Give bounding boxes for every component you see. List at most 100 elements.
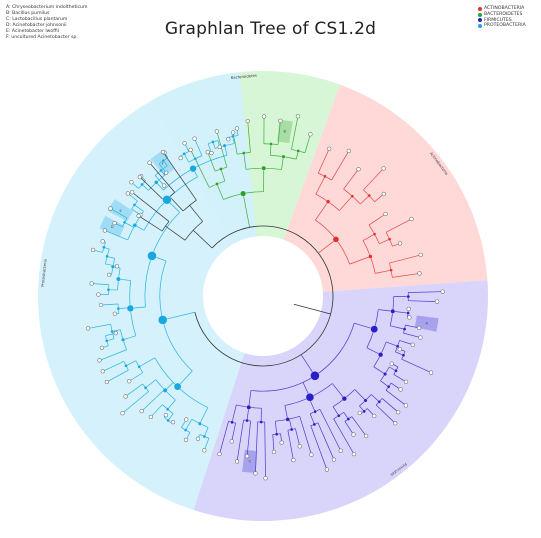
leaf-node bbox=[417, 271, 422, 276]
leaf-node bbox=[184, 417, 189, 422]
internal-branch bbox=[392, 310, 409, 314]
leaf-node bbox=[129, 180, 134, 185]
leaf-branch bbox=[219, 421, 229, 455]
proteobacteria-color-dot bbox=[478, 24, 482, 29]
leaf-branch bbox=[231, 423, 236, 442]
leaf-node bbox=[108, 206, 113, 211]
internal-node bbox=[154, 180, 159, 185]
internal-node bbox=[126, 304, 134, 312]
internal-node bbox=[368, 254, 373, 259]
leaf-branch bbox=[149, 162, 175, 193]
bacteroidetes-label: Bacteroidetes bbox=[230, 73, 257, 80]
leaf-node bbox=[397, 241, 403, 246]
internal-branch bbox=[309, 413, 315, 425]
internal-node bbox=[401, 353, 406, 358]
internal-node bbox=[377, 399, 381, 404]
leaf-node bbox=[205, 149, 210, 155]
leaf-node bbox=[396, 410, 401, 415]
leaf-node bbox=[125, 191, 130, 196]
firmicutes-color-dot bbox=[478, 18, 482, 23]
internal-node bbox=[219, 167, 223, 171]
leaf-node bbox=[113, 330, 118, 336]
internal-branch bbox=[366, 347, 381, 356]
internal-node bbox=[102, 245, 106, 250]
leaf-node bbox=[160, 149, 166, 155]
internal-branch bbox=[145, 379, 157, 389]
leaf-node bbox=[106, 272, 112, 277]
leaf-branch bbox=[150, 404, 163, 418]
leaf-node bbox=[410, 342, 415, 347]
leaf-node bbox=[229, 439, 234, 444]
leaf-branch bbox=[194, 138, 203, 156]
internal-branch bbox=[373, 366, 386, 375]
internal-branch bbox=[243, 153, 247, 170]
leaf-node bbox=[253, 471, 258, 476]
internal-node bbox=[289, 427, 294, 432]
proteobacteria-sector bbox=[38, 72, 257, 510]
internal-node bbox=[162, 195, 172, 205]
internal-node bbox=[310, 371, 320, 381]
highlight-box-d bbox=[99, 215, 125, 237]
leaf-branch bbox=[363, 168, 384, 191]
internal-node bbox=[332, 236, 340, 243]
leaf-branch bbox=[141, 389, 165, 412]
internal-node bbox=[165, 407, 170, 412]
leaf-branch bbox=[287, 430, 294, 461]
leaf-branch bbox=[216, 131, 228, 168]
leaf-node bbox=[381, 191, 386, 197]
internal-node bbox=[230, 420, 234, 425]
internal-node bbox=[362, 409, 366, 414]
internal-node bbox=[159, 168, 163, 173]
internal-branch bbox=[242, 193, 250, 228]
leaf-node bbox=[297, 444, 302, 449]
highlight-label: F bbox=[162, 162, 164, 166]
root-stem bbox=[293, 303, 331, 315]
leaf-node bbox=[324, 467, 330, 472]
leaf-branch bbox=[154, 175, 165, 186]
leaf-branch bbox=[190, 149, 210, 188]
internal-node bbox=[116, 276, 121, 282]
internal-branch bbox=[162, 311, 195, 321]
leaf-node bbox=[263, 476, 268, 481]
leaf-node bbox=[96, 292, 101, 297]
internal-node bbox=[394, 369, 398, 373]
leaf-branch bbox=[317, 422, 335, 460]
internal-branch bbox=[220, 168, 226, 182]
highlight-label: B bbox=[283, 130, 286, 134]
leaf-branch bbox=[272, 434, 275, 452]
highlight-label: C bbox=[249, 460, 252, 464]
internal-node bbox=[261, 165, 267, 171]
leaf-node bbox=[217, 451, 222, 457]
internal-node bbox=[323, 174, 327, 179]
internal-branch bbox=[216, 183, 224, 200]
internal-branch bbox=[122, 335, 136, 341]
leaf-node bbox=[327, 146, 332, 151]
leaf-node bbox=[356, 167, 361, 172]
phylum-label: PROTEOBACTERIA bbox=[484, 23, 526, 29]
internal-branch bbox=[332, 383, 345, 399]
internal-node bbox=[189, 165, 197, 173]
internal-node bbox=[105, 339, 109, 343]
phylum-legend-bacteroidetes: BACTEROIDETES bbox=[478, 12, 526, 18]
legend-item-d: D: Acinetobacter johnsonii bbox=[6, 22, 67, 28]
leaf-node bbox=[338, 448, 343, 453]
internal-node bbox=[110, 329, 114, 334]
internal-branch bbox=[378, 309, 393, 312]
leaf-node bbox=[398, 387, 403, 392]
leaf-node bbox=[418, 335, 423, 340]
highlight-label: A bbox=[426, 321, 429, 325]
leaf-node bbox=[120, 411, 125, 416]
leaf-branch bbox=[99, 349, 127, 361]
leaf-branch bbox=[317, 148, 330, 174]
internal-branch bbox=[139, 357, 156, 368]
phylum-label: ACTINOBACTERIA bbox=[484, 6, 525, 11]
leaf-node bbox=[170, 420, 176, 425]
internal-node bbox=[296, 149, 301, 153]
leaf-node bbox=[102, 228, 107, 233]
leaf-branch bbox=[304, 134, 311, 153]
leaf-branch bbox=[295, 428, 301, 447]
leaf-branch bbox=[106, 369, 129, 383]
leaf-branch bbox=[344, 421, 354, 435]
leaf-node bbox=[278, 118, 283, 123]
internal-node bbox=[395, 344, 400, 348]
